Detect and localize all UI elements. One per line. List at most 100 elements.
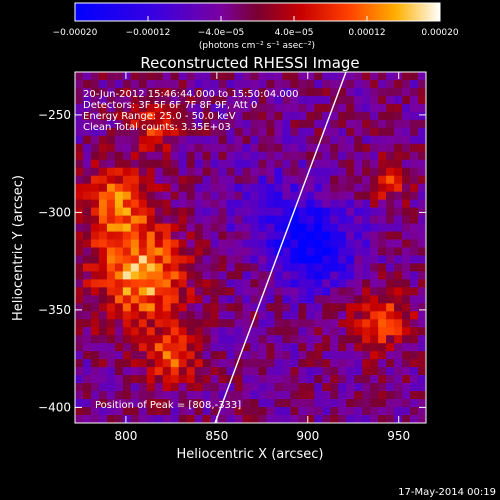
heatmap-cell xyxy=(274,375,284,384)
heatmap-cell xyxy=(418,311,426,320)
heatmap-cell xyxy=(314,399,323,408)
heatmap-cell xyxy=(130,287,140,296)
heatmap-cell xyxy=(82,391,92,400)
heatmap-cell xyxy=(242,295,252,304)
heatmap-cell xyxy=(410,343,419,352)
heatmap-cell xyxy=(274,255,284,265)
heatmap-cell xyxy=(290,375,299,384)
heatmap-cell xyxy=(322,359,331,368)
heatmap-cell xyxy=(162,327,172,336)
heatmap-cell xyxy=(258,399,268,408)
heatmap-cell xyxy=(330,319,339,328)
heatmap-cell xyxy=(114,375,124,384)
heatmap-cell xyxy=(75,263,84,273)
heatmap-cell xyxy=(186,375,196,384)
heatmap-cell xyxy=(146,159,156,169)
heatmap-cell xyxy=(330,111,339,121)
heatmap-cell xyxy=(298,95,307,105)
heatmap-cell xyxy=(98,79,108,89)
heatmap-cell xyxy=(162,135,172,145)
heatmap-cell xyxy=(322,215,331,225)
heatmap-cell xyxy=(314,95,323,105)
heatmap-cell xyxy=(90,79,100,89)
heatmap-cell xyxy=(194,167,204,177)
heatmap-cell xyxy=(146,287,156,296)
heatmap-cell xyxy=(218,223,228,233)
heatmap-cell xyxy=(210,159,220,169)
heatmap-cell xyxy=(106,263,116,273)
heatmap-cell xyxy=(314,183,323,193)
heatmap-cell xyxy=(82,207,92,217)
heatmap-cell xyxy=(162,255,172,265)
heatmap-cell xyxy=(202,311,212,320)
heatmap-cell xyxy=(290,223,299,233)
heatmap-cell xyxy=(170,72,180,81)
heatmap-cell xyxy=(242,303,252,312)
heatmap-cell xyxy=(378,119,387,129)
heatmap-cell xyxy=(138,143,148,153)
heatmap-cell xyxy=(354,391,363,400)
heatmap-cell xyxy=(234,207,244,217)
heatmap-cells xyxy=(75,72,426,423)
heatmap-cell xyxy=(234,79,244,89)
heatmap-cell xyxy=(106,335,116,344)
heatmap-cell xyxy=(418,335,426,344)
heatmap-cell xyxy=(226,311,236,320)
heatmap-cell xyxy=(298,311,307,320)
heatmap-cell xyxy=(338,215,347,225)
heatmap-cell xyxy=(242,167,252,177)
heatmap-cell xyxy=(114,167,124,177)
heatmap-cell xyxy=(314,199,323,209)
heatmap-cell xyxy=(274,191,284,201)
heatmap-cell xyxy=(330,367,339,376)
heatmap-cell xyxy=(354,303,363,312)
heatmap-cell xyxy=(82,111,92,121)
heatmap-cell xyxy=(298,72,307,81)
heatmap-cell xyxy=(330,271,339,281)
heatmap-cell xyxy=(338,223,347,233)
heatmap-cell xyxy=(338,311,347,320)
heatmap-cell xyxy=(274,199,284,209)
heatmap-cell xyxy=(202,79,212,89)
heatmap-cell xyxy=(378,199,387,209)
heatmap-cell xyxy=(346,343,355,352)
heatmap-cell xyxy=(186,247,196,257)
heatmap-cell xyxy=(138,383,148,392)
heatmap-cell xyxy=(122,367,132,376)
heatmap-cell xyxy=(202,119,212,129)
heatmap-cell xyxy=(162,279,172,288)
heatmap-cell xyxy=(394,135,403,145)
heatmap-cell xyxy=(410,215,419,225)
heatmap-cell xyxy=(346,127,355,137)
heatmap-cell xyxy=(250,335,260,344)
heatmap-cell xyxy=(402,119,411,129)
heatmap-cell xyxy=(138,367,148,376)
heatmap-cell xyxy=(402,207,411,217)
heatmap-cell xyxy=(266,415,276,423)
heatmap-cell xyxy=(418,95,426,105)
heatmap-cell xyxy=(162,239,172,249)
heatmap-cell xyxy=(330,247,339,257)
heatmap-cell xyxy=(330,231,339,241)
heatmap-cell xyxy=(90,95,100,105)
heatmap-cell xyxy=(370,199,379,209)
colorbar-unit-label: (photons cm⁻² s⁻¹ asec⁻²) xyxy=(199,41,315,51)
heatmap-cell xyxy=(234,167,244,177)
heatmap-cell xyxy=(290,327,299,336)
heatmap-cell xyxy=(338,135,347,145)
heatmap-cell xyxy=(354,295,363,304)
heatmap-cell xyxy=(218,343,228,352)
heatmap-cell xyxy=(130,367,140,376)
heatmap-cell xyxy=(106,407,116,416)
heatmap-cell xyxy=(266,279,276,288)
heatmap-cell xyxy=(242,207,252,217)
heatmap-cell xyxy=(90,327,100,336)
heatmap-cell xyxy=(162,407,172,416)
heatmap-cell xyxy=(338,191,347,201)
heatmap-cell xyxy=(330,72,339,81)
heatmap-cell xyxy=(282,383,291,392)
heatmap-cell xyxy=(250,231,260,241)
heatmap-cell xyxy=(162,375,172,384)
heatmap-cell xyxy=(362,287,371,296)
heatmap-cell xyxy=(234,239,244,249)
